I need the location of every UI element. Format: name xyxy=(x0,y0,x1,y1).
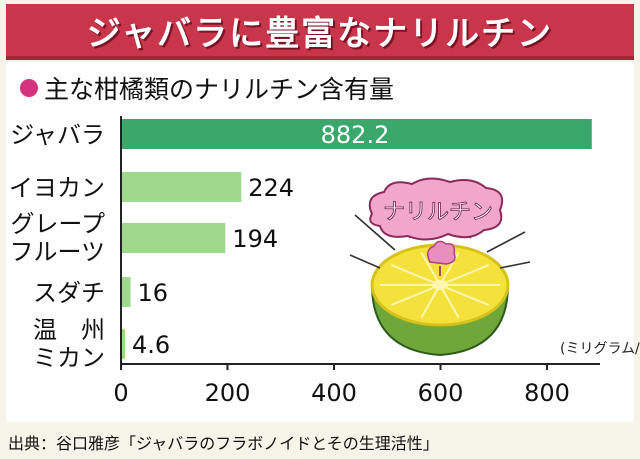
category-label: イヨカン xyxy=(9,174,105,202)
citrus-core xyxy=(432,280,448,290)
category-label: ジャバラ xyxy=(10,121,105,149)
emphasis-ray xyxy=(354,214,396,251)
page-title: ジャバラに豊富なナリルチン xyxy=(86,13,554,54)
category-label: スダチ xyxy=(33,279,105,307)
citrus-half-icon: ナリルチン xyxy=(349,177,531,357)
category-label: ミカン xyxy=(33,344,105,372)
x-tick-label: 600 xyxy=(418,379,464,407)
x-tick-label: 800 xyxy=(524,379,570,407)
category-label: グレープ xyxy=(10,210,105,238)
citrus-segment xyxy=(439,284,460,318)
citrus-segment xyxy=(391,284,441,306)
aroma-puff xyxy=(427,240,456,265)
bar xyxy=(122,329,125,359)
bar xyxy=(122,223,226,253)
data-label: 194 xyxy=(232,225,278,253)
unit-label: (ミリグラム/個) xyxy=(560,341,640,357)
bar xyxy=(122,277,131,307)
speech-label: ナリルチン xyxy=(383,200,493,225)
speech-cloud xyxy=(368,177,504,241)
emphasis-ray xyxy=(499,261,531,269)
category-label: 温 州 xyxy=(33,316,105,344)
category-label: フルーツ xyxy=(9,238,105,266)
citrus-segment xyxy=(420,252,441,286)
emphasis-ray xyxy=(349,254,381,269)
chart-title: 主な柑橘類のナリルチン含有量 xyxy=(44,75,395,104)
citrus-segment xyxy=(420,284,441,318)
data-label: 16 xyxy=(138,279,169,307)
citrus-segment xyxy=(391,264,441,286)
x-tick-label: 0 xyxy=(113,379,128,407)
emphasis-ray xyxy=(486,231,526,253)
bar xyxy=(122,119,592,149)
data-label: 4.6 xyxy=(132,331,170,359)
x-tick-label: 200 xyxy=(205,379,251,407)
bar xyxy=(122,172,242,202)
x-tick-label: 400 xyxy=(311,379,357,407)
data-label: 224 xyxy=(248,174,294,202)
bullet-icon xyxy=(20,79,38,97)
citrus-segment xyxy=(439,264,489,286)
source-citation: 出典：谷口雅彦「ジャバラのフラボノイドとその生理活性」 xyxy=(8,434,439,453)
chart-subtitle: 主な柑橘類のナリルチン含有量 xyxy=(20,70,394,106)
data-label: 882.2 xyxy=(321,121,390,149)
citrus-segment xyxy=(439,284,489,306)
title-banner: ジャバラに豊富なナリルチン xyxy=(6,4,634,60)
